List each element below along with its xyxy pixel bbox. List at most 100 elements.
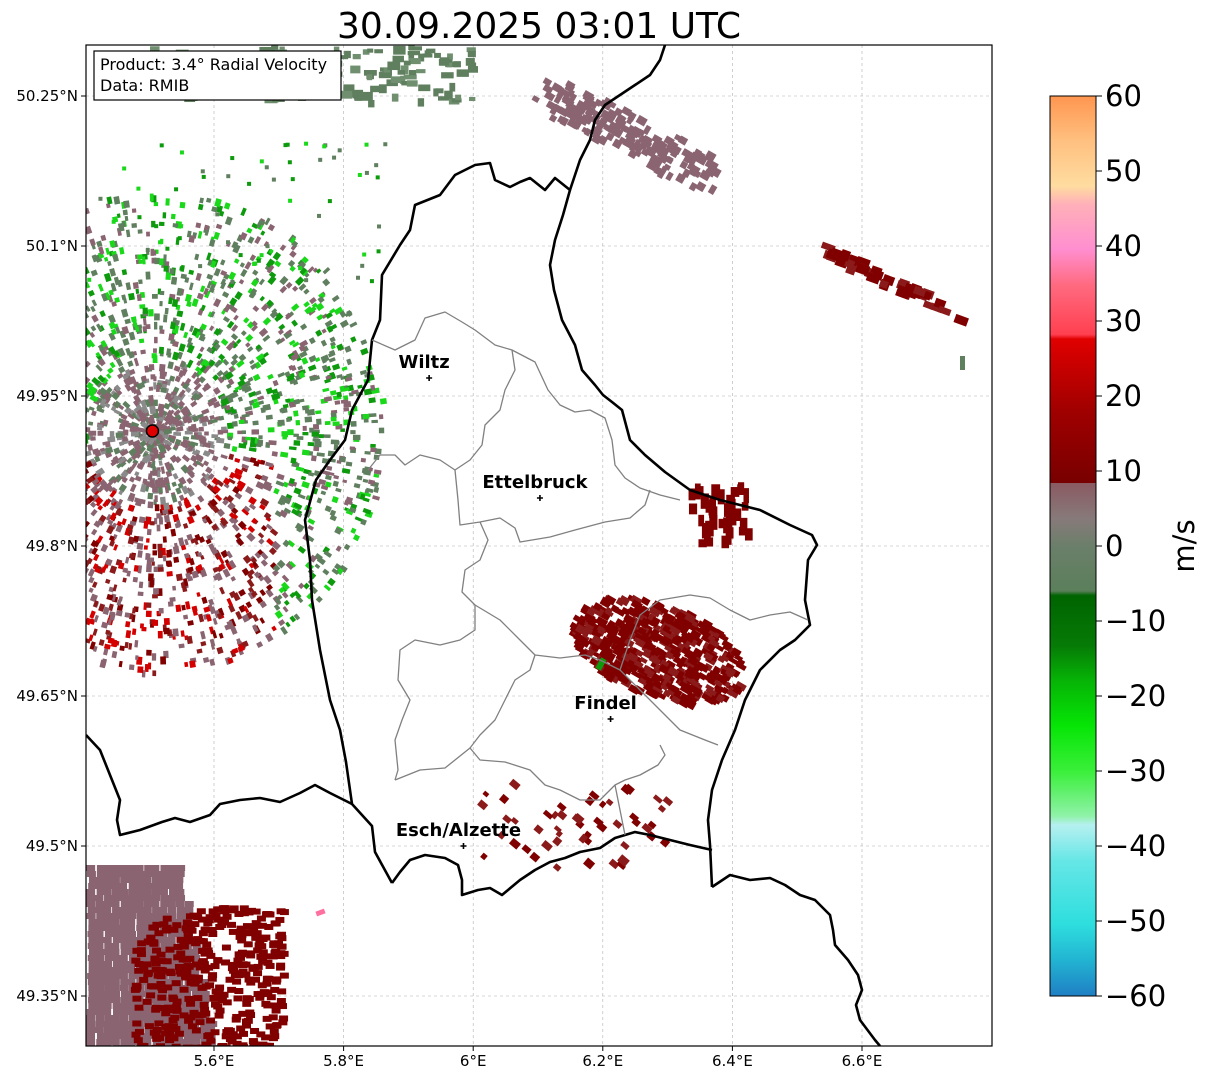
echo-cell — [346, 358, 353, 366]
echo-cell — [191, 392, 200, 402]
echo-cell — [184, 995, 194, 1002]
echo-cell — [190, 967, 200, 973]
echo-cell — [376, 249, 381, 254]
echo-cell — [271, 625, 277, 632]
echo-cell — [602, 669, 615, 681]
echo-cell — [262, 575, 272, 585]
echo-cell — [209, 310, 216, 318]
echo-cell — [354, 516, 363, 522]
echo-cell — [649, 617, 660, 628]
echo-cell — [116, 461, 124, 469]
echo-cell — [110, 1027, 120, 1033]
echo-cell — [223, 202, 231, 210]
echo-cell — [268, 1014, 278, 1021]
echo-cell — [605, 798, 614, 807]
echo-cell — [163, 984, 173, 991]
echo-cell — [285, 142, 290, 147]
echo-cell — [24, 492, 31, 499]
echo-cell — [364, 170, 369, 175]
echo-cell — [138, 259, 143, 264]
echo-cell — [172, 513, 180, 523]
echo-cell — [86, 482, 91, 492]
echo-cell — [220, 905, 230, 912]
echo-cell — [96, 404, 103, 411]
echo-cell — [362, 507, 372, 515]
echo-cell — [104, 997, 114, 1003]
echo-cell — [647, 820, 657, 830]
echo-cell — [89, 386, 98, 394]
echo-cell — [374, 49, 383, 54]
echo-cell — [119, 871, 129, 877]
echo-cell — [196, 648, 203, 654]
echo-cell — [167, 907, 177, 913]
echo-cell — [88, 587, 94, 593]
echo-cell — [131, 461, 138, 469]
echo-cell — [48, 512, 56, 519]
echo-cell — [87, 955, 97, 961]
echo-cell — [135, 382, 143, 391]
echo-cell — [137, 460, 146, 470]
echo-cell — [215, 479, 224, 487]
echo-cell — [167, 961, 177, 967]
echo-cell — [86, 339, 93, 349]
echo-cell — [150, 997, 160, 1003]
echo-cell — [46, 221, 52, 228]
echo-cell — [132, 282, 139, 289]
echo-cell — [198, 930, 208, 937]
echo-cell — [60, 327, 68, 335]
echo-cell — [322, 278, 331, 287]
echo-cell — [93, 455, 101, 463]
echo-cell — [120, 937, 130, 943]
echo-cell — [71, 653, 78, 660]
echo-cell — [211, 523, 219, 531]
echo-cell — [234, 988, 244, 995]
info-box: Product: 3.4° Radial Velocity Data: RMIB — [93, 50, 342, 101]
echo-cell — [120, 877, 130, 883]
echo-cell — [326, 471, 335, 476]
echo-cell — [151, 966, 161, 973]
echo-cell — [122, 567, 129, 574]
echo-cell — [237, 396, 244, 402]
echo-cell — [174, 1030, 184, 1037]
echo-cell — [124, 406, 132, 415]
echo-cell — [189, 325, 195, 333]
echo-cell — [368, 413, 377, 418]
echo-cell — [18, 344, 25, 350]
echo-cell — [134, 497, 143, 507]
echo-cell — [373, 486, 380, 493]
echo-cell — [684, 632, 696, 644]
echo-cell — [217, 376, 225, 384]
echo-cell — [169, 321, 176, 330]
echo-cell — [38, 363, 46, 371]
echo-cell — [212, 617, 218, 626]
echo-cell — [133, 564, 140, 572]
echo-cell — [130, 387, 136, 394]
echo-cell — [730, 487, 740, 497]
echo-cell — [401, 80, 412, 86]
echo-cell — [109, 431, 115, 437]
echo-cell — [136, 925, 146, 931]
echo-cell — [136, 937, 146, 943]
echo-cell — [222, 913, 232, 920]
echo-cell — [154, 495, 158, 502]
echo-cell — [236, 638, 242, 645]
echo-cell — [128, 943, 138, 949]
echo-cell — [154, 1020, 164, 1027]
echo-cell — [162, 958, 172, 965]
echo-cell — [126, 570, 131, 577]
echo-cell — [159, 877, 169, 883]
echo-cell — [40, 258, 46, 264]
echo-cell — [557, 115, 566, 124]
echo-cell — [94, 567, 101, 574]
echo-cell — [95, 1015, 105, 1021]
echo-cell — [276, 998, 286, 1005]
echo-cell — [128, 961, 138, 967]
echo-cell — [88, 430, 97, 436]
echo-cell — [111, 871, 121, 877]
echo-cell — [80, 465, 86, 470]
echo-cell — [53, 367, 60, 374]
echo-cell — [551, 82, 563, 93]
echo-cell — [312, 438, 321, 442]
